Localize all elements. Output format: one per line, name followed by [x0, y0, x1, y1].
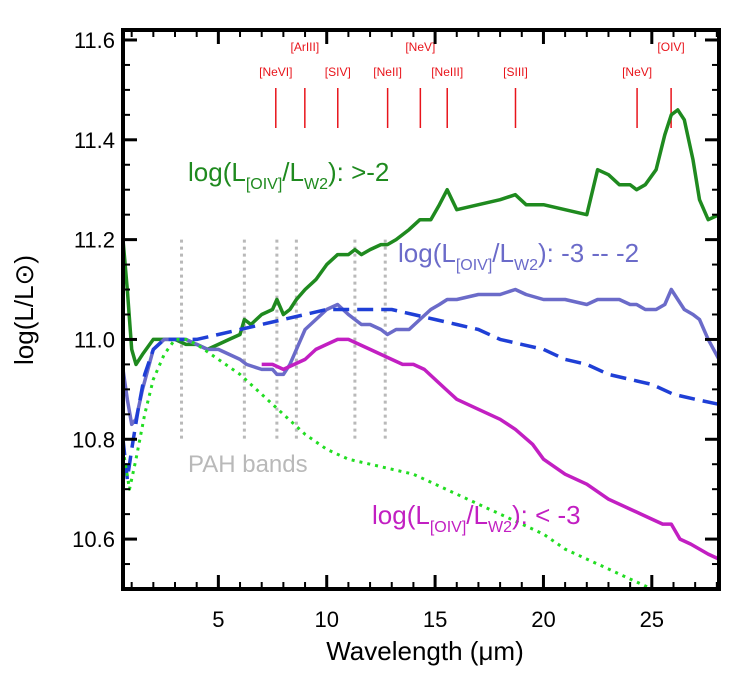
emission-line-label: [OIV] — [657, 40, 684, 54]
emission-line-label: [NeII] — [373, 65, 402, 79]
emission-line-label: [ArIII] — [290, 40, 319, 54]
y-tick-label: 10.6 — [72, 527, 115, 552]
y-axis-title: log(L/L⊙) — [9, 255, 39, 365]
emission-line-label: [SIV] — [325, 65, 351, 79]
axis-ticks: 5 10 15 20 25 10.6 10.8 11.0 11.2 11.4 11.6 — [72, 28, 719, 632]
y-tick-label: 11.6 — [74, 28, 115, 53]
y-tick-label: 11.2 — [74, 228, 115, 253]
series-line-blue-dashed-model — [123, 307, 719, 481]
emission-line-label: [SIII] — [503, 65, 528, 79]
y-tick-label: 10.8 — [72, 427, 115, 452]
x-tick-label: 20 — [531, 607, 555, 632]
emission-line-label: [NeIII] — [431, 65, 463, 79]
series-line-log-l-oiv-lw2-3-2 — [123, 287, 719, 427]
legend-blue: log(L[OIV]/LW2): -3 -- -2 — [398, 238, 639, 274]
spectra-series — [123, 108, 719, 589]
y-tick-label: 11.0 — [74, 327, 115, 352]
legend-green: log(L[OIV]/LW2): >-2 — [188, 157, 389, 193]
emission-line-label: [NeV] — [405, 40, 435, 54]
emission-line-label: [NeV] — [622, 65, 652, 79]
series-line-green-dotted-model — [123, 337, 653, 589]
x-tick-label: 25 — [640, 607, 664, 632]
plot-frame — [121, 28, 721, 591]
pah-bands-label: PAH bands — [188, 451, 308, 478]
emission-lines: [NeVI][ArIII][SIV] [NeII][NeV][NeIII] [SII… — [259, 40, 685, 128]
x-axis-title: Wavelength (μm) — [326, 636, 524, 666]
legend-magenta: log(L[OIV]/LW2): < -3 — [372, 500, 581, 536]
pah-bands — [180, 239, 387, 440]
x-tick-label: 5 — [212, 607, 224, 632]
emission-line-label: [NeVI] — [259, 65, 292, 79]
y-tick-label: 11.4 — [74, 128, 115, 153]
x-tick-label: 10 — [314, 607, 338, 632]
series-line-log-l-oiv-lw2-3 — [261, 337, 719, 561]
x-tick-label: 15 — [423, 607, 447, 632]
